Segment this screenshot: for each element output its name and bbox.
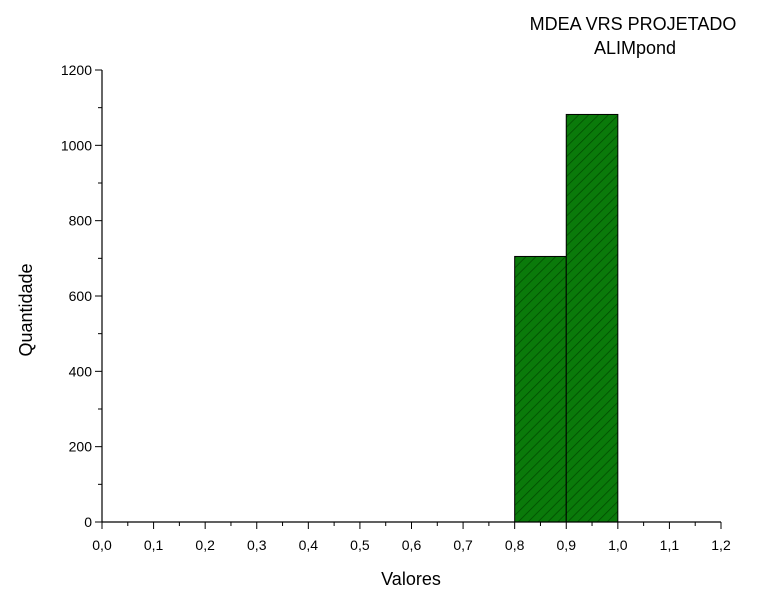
histogram-bar-1	[565, 113, 619, 523]
y-tick-label-4: 800	[69, 213, 93, 229]
chart-subtitle: ALIMpond	[594, 38, 676, 58]
chart-title: MDEA VRS PROJETADO	[530, 14, 737, 34]
y-tick-label-0: 0	[84, 514, 92, 530]
y-tick-label-2: 400	[69, 363, 93, 379]
x-tick-label-1: 0,1	[144, 537, 164, 553]
x-tick-label-12: 1,2	[711, 537, 731, 553]
x-axis-title: Valores	[381, 569, 441, 589]
x-tick-label-9: 0,9	[557, 537, 577, 553]
y-axis-title: Quantidade	[16, 263, 36, 356]
y-tick-label-1: 200	[69, 439, 93, 455]
histogram-bar-0	[514, 255, 567, 523]
axes-layer: 0,0 0,1 0,2 0,3 0,4 0,5 0,6 0,7 0,8 0,9 1,0 1,1 1,2 0…	[61, 62, 731, 553]
x-tick-label-8: 0,8	[505, 537, 525, 553]
y-tick-label-6: 1200	[61, 62, 92, 78]
x-tick-label-11: 1,1	[660, 537, 680, 553]
x-tick-label-2: 0,2	[195, 537, 215, 553]
x-tick-label-0: 0,0	[92, 537, 112, 553]
y-tick-label-3: 600	[69, 288, 93, 304]
x-tick-label-5: 0,5	[350, 537, 370, 553]
x-tick-label-7: 0,7	[453, 537, 473, 553]
x-tick-label-10: 1,0	[608, 537, 628, 553]
x-tick-label-6: 0,6	[402, 537, 422, 553]
bars-layer	[514, 113, 619, 523]
y-tick-label-5: 1000	[61, 137, 92, 153]
x-tick-label-3: 0,3	[247, 537, 267, 553]
x-tick-label-4: 0,4	[299, 537, 319, 553]
